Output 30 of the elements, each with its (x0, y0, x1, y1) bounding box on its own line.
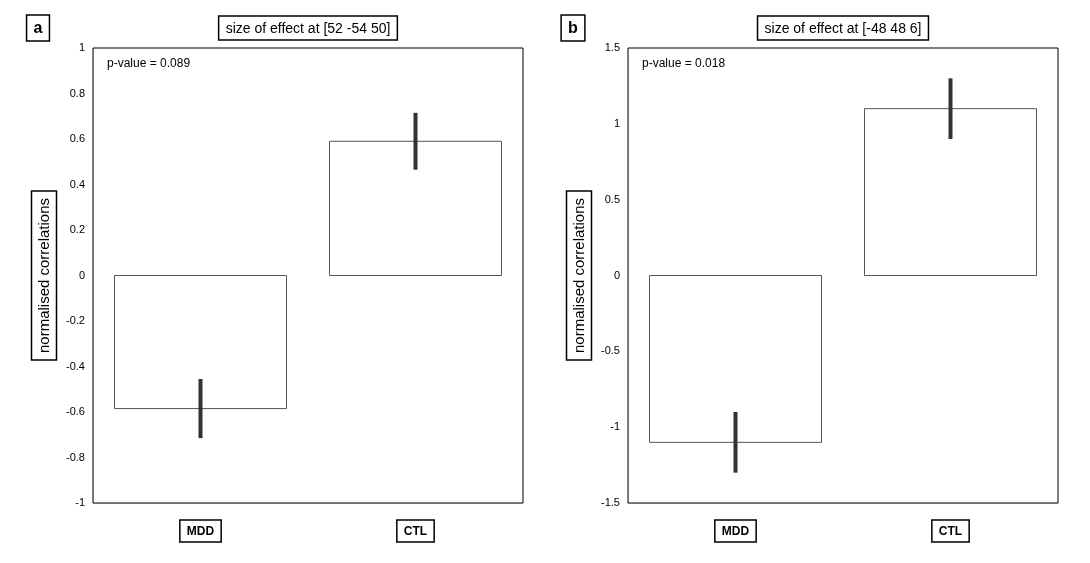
annotation: p-value = 0.089 (107, 56, 191, 71)
annotation: p-value = 0.018 (642, 56, 726, 71)
y-tick-label: 0.6 (69, 132, 85, 145)
text: a (33, 19, 43, 37)
y-tick-label: 0 (78, 268, 85, 281)
y-tick-label: 0.4 (69, 177, 85, 190)
text: b (568, 19, 579, 37)
y-tick-label: -1 (610, 420, 620, 433)
y-axis-title: normalised correlations (570, 197, 588, 354)
y-tick-label: -0.5 (601, 344, 620, 357)
y-axis-title: normalised correlations (35, 197, 53, 354)
x-tick-label: CTL (403, 524, 428, 539)
chart-title: size of effect at [-48 48 6] (764, 19, 922, 36)
x-tick-label: CTL (938, 524, 963, 539)
y-tick-label: -1 (75, 496, 85, 509)
x-tick-label: MDD (186, 524, 215, 539)
y-tick-label: -0.4 (66, 359, 85, 372)
y-tick-label: -0.6 (66, 405, 85, 418)
y-tick-label: 0.8 (69, 86, 85, 99)
y-tick-label: 1 (613, 116, 620, 129)
y-tick-label: -1.5 (601, 496, 620, 509)
y-tick-label: 1.5 (604, 41, 620, 54)
y-tick-label: -0.8 (66, 450, 85, 463)
y-tick-label: 0.5 (604, 192, 620, 205)
y-tick-label: 0.2 (69, 223, 85, 236)
chart-title: size of effect at [52 -54 50] (225, 19, 391, 36)
y-tick-label: 0 (613, 268, 620, 281)
y-tick-label: -0.2 (66, 314, 85, 327)
y-tick-label: 1 (78, 41, 85, 54)
x-tick-label: MDD (721, 524, 750, 539)
